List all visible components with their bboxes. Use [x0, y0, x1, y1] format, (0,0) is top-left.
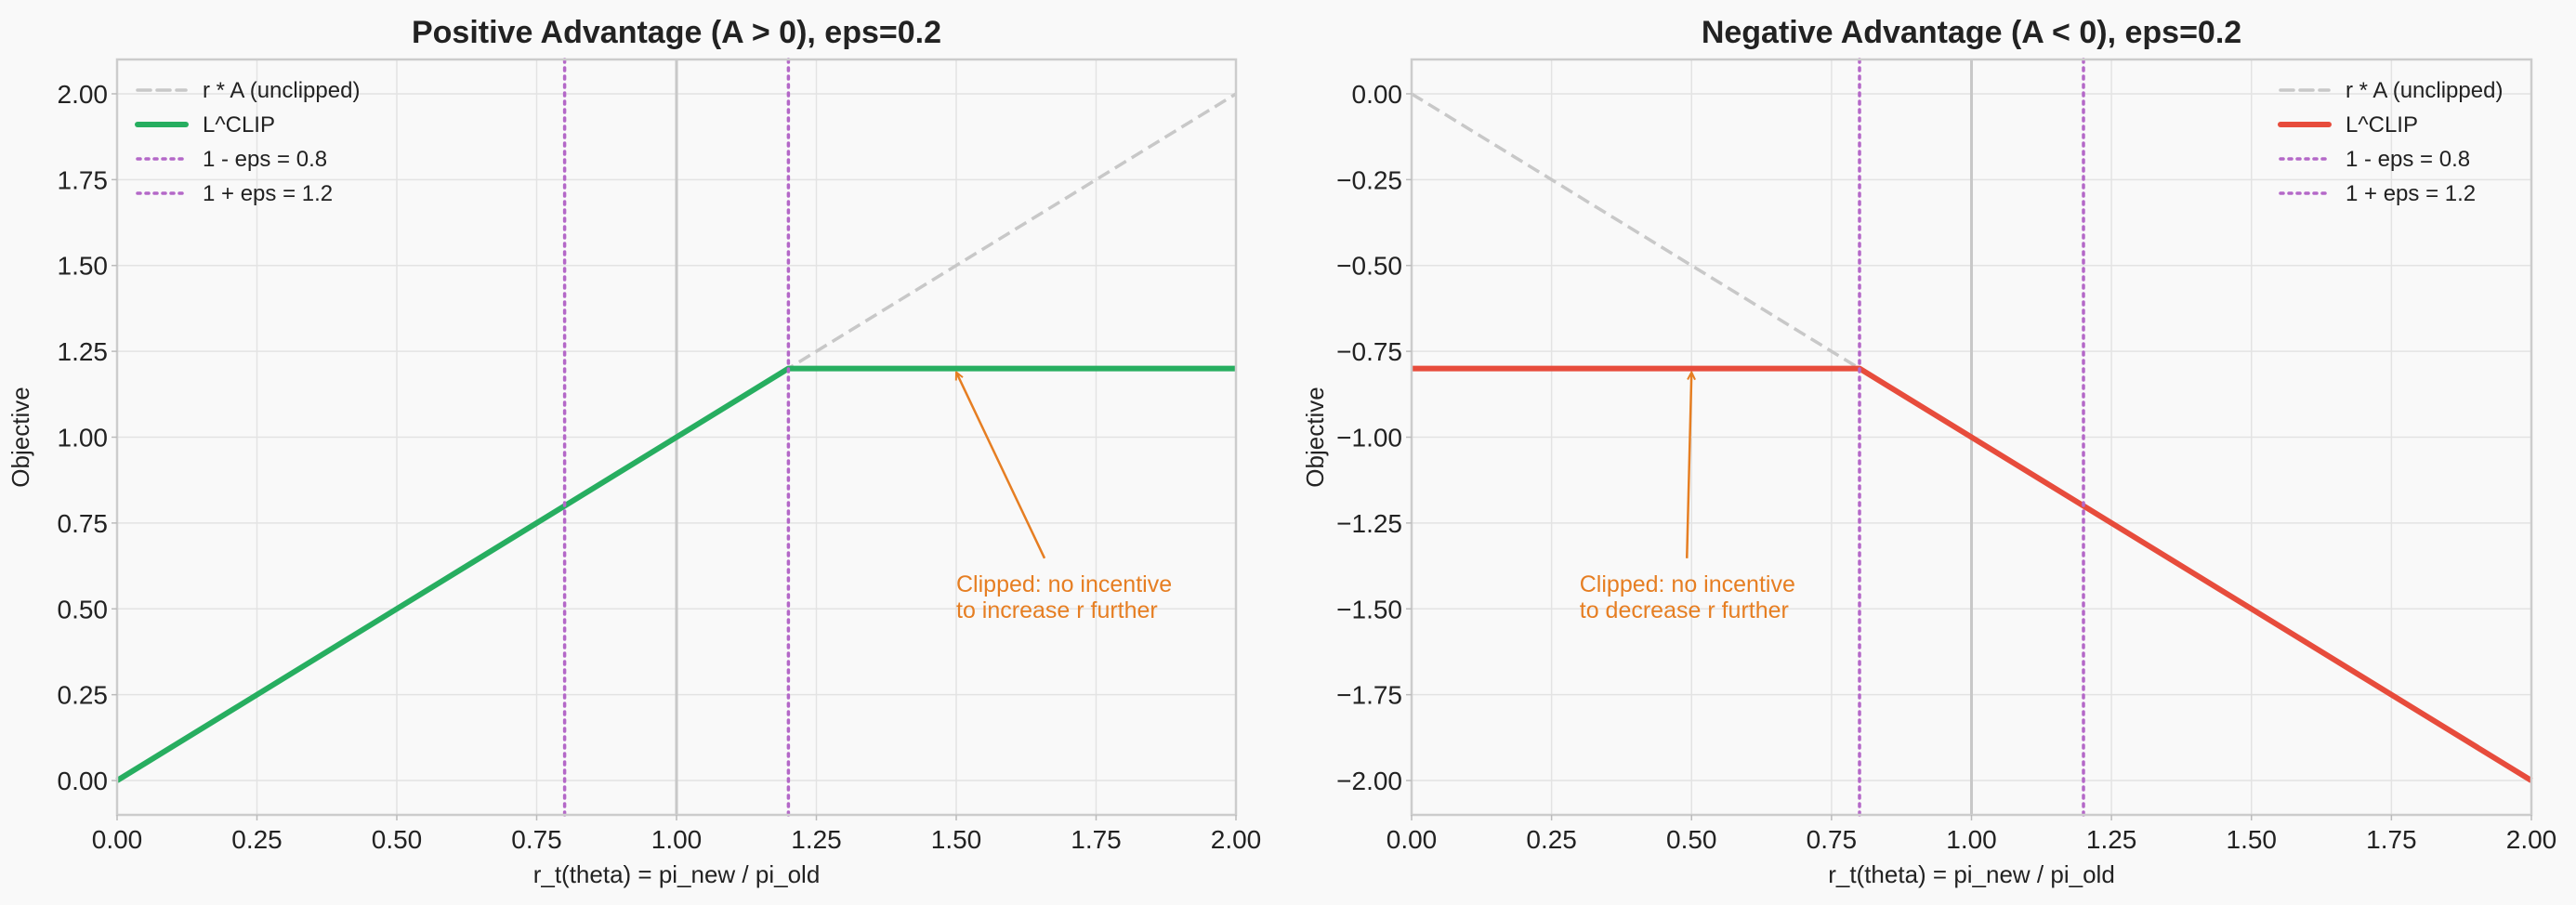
x-tick-label: 1.75 — [1071, 825, 1122, 854]
x-tick-label: 0.00 — [92, 825, 143, 854]
y-axis-label: Objective — [1301, 387, 1329, 487]
chart-panel-2: 0.00 0.25 0.50 0.75 1.00 1.25 1.50 1.75 2.00 0.00… — [1301, 15, 2556, 888]
annotation-arrow — [956, 373, 1046, 559]
y-tick-label: 1.25 — [58, 337, 109, 366]
x-tick-label: 0.50 — [372, 825, 423, 854]
annotation-text-line: to decrease r further — [1580, 597, 1789, 623]
y-tick-label: −2.00 — [1336, 767, 1402, 795]
y-tick-label: −0.50 — [1336, 252, 1402, 281]
legend-label: 1 + eps = 1.2 — [2346, 181, 2476, 206]
legend-label: 1 - eps = 0.8 — [2346, 147, 2470, 172]
y-tick-label: 0.00 — [58, 767, 109, 795]
x-tick-label: 2.00 — [1211, 825, 1262, 854]
x-tick-label: 1.00 — [651, 825, 703, 854]
y-tick-label: 0.00 — [1352, 80, 1403, 109]
y-tick-label: 2.00 — [58, 80, 109, 109]
legend-label: 1 + eps = 1.2 — [203, 181, 333, 206]
chart-title: Negative Advantage (A < 0), eps=0.2 — [1702, 15, 2241, 50]
x-tick-label: 0.25 — [231, 825, 283, 854]
y-tick-label: −1.75 — [1336, 681, 1402, 710]
annotation-text-line: to increase r further — [956, 597, 1158, 623]
x-tick-label: 1.00 — [1946, 825, 1997, 854]
y-tick-label: 0.75 — [58, 509, 109, 538]
x-tick-label: 1.50 — [931, 825, 982, 854]
x-tick-label: 1.50 — [2227, 825, 2278, 854]
x-tick-label: 0.00 — [1387, 825, 1438, 854]
legend-label: r * A (unclipped) — [203, 78, 360, 103]
y-tick-label: 0.50 — [58, 595, 109, 623]
y-axis-label: Objective — [7, 387, 34, 487]
legend-label: 1 - eps = 0.8 — [203, 147, 327, 172]
x-tick-label: 1.75 — [2366, 825, 2417, 854]
x-tick-label: 2.00 — [2506, 825, 2557, 854]
y-tick-label: −0.75 — [1336, 337, 1402, 366]
x-tick-label: 0.75 — [511, 825, 562, 854]
legend-label: L^CLIP — [203, 112, 275, 138]
annotation-arrow — [1686, 373, 1691, 558]
y-tick-label: 1.00 — [58, 424, 109, 452]
x-tick-label: 0.25 — [1526, 825, 1577, 854]
y-tick-label: −1.50 — [1336, 595, 1402, 623]
x-tick-label: 0.50 — [1666, 825, 1717, 854]
y-tick-label: 1.75 — [58, 165, 109, 194]
annotation-text-line: Clipped: no incentive — [1580, 571, 1795, 597]
legend-label: r * A (unclipped) — [2346, 78, 2503, 103]
x-tick-label: 1.25 — [2086, 825, 2137, 854]
y-tick-label: −0.25 — [1336, 165, 1402, 194]
y-tick-label: 0.25 — [58, 681, 109, 710]
x-tick-label: 0.75 — [1807, 825, 1858, 854]
x-tick-label: 1.25 — [791, 825, 842, 854]
chart-title: Positive Advantage (A > 0), eps=0.2 — [412, 15, 941, 50]
annotation-text-line: Clipped: no incentive — [956, 571, 1172, 597]
x-axis-label: r_t(theta) = pi_new / pi_old — [1828, 860, 2115, 888]
y-tick-label: −1.00 — [1336, 424, 1402, 452]
x-axis-label: r_t(theta) = pi_new / pi_old — [533, 860, 821, 888]
legend-label: L^CLIP — [2346, 112, 2418, 138]
y-tick-label: 1.50 — [58, 252, 109, 281]
y-tick-label: −1.25 — [1336, 509, 1402, 538]
chart-panel-1: 0.00 0.25 0.50 0.75 1.00 1.25 1.50 1.75 2.00 0.00… — [7, 15, 1261, 888]
